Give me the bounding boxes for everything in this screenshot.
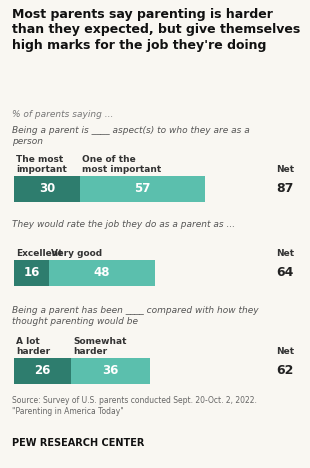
Text: Very good: Very good (51, 249, 102, 258)
Text: 64: 64 (276, 266, 294, 279)
Text: 36: 36 (103, 365, 119, 378)
Text: 57: 57 (135, 183, 151, 196)
Bar (71, 358, 150, 384)
Text: A lot
harder: A lot harder (16, 336, 50, 356)
Bar (14, 176, 80, 202)
Text: % of parents saying ...: % of parents saying ... (12, 110, 113, 119)
Text: 26: 26 (34, 365, 51, 378)
Text: Most parents say parenting is harder
than they expected, but give themselves
hig: Most parents say parenting is harder tha… (12, 8, 300, 52)
Text: 30: 30 (39, 183, 55, 196)
Text: One of the
most important: One of the most important (82, 154, 161, 174)
Text: The most
important: The most important (16, 154, 67, 174)
Text: 16: 16 (24, 266, 40, 279)
Bar (14, 358, 71, 384)
Text: Being a parent is ____ aspect(s) to who they are as a
person: Being a parent is ____ aspect(s) to who … (12, 126, 250, 146)
Text: Somewhat
harder: Somewhat harder (73, 336, 127, 356)
Text: 62: 62 (276, 365, 294, 378)
Text: Net: Net (276, 347, 294, 356)
Bar (49, 260, 155, 286)
Text: 48: 48 (94, 266, 110, 279)
Text: Net: Net (276, 165, 294, 174)
Text: 87: 87 (276, 183, 294, 196)
Bar (14, 260, 49, 286)
Text: Excellent: Excellent (16, 249, 63, 258)
Text: Source: Survey of U.S. parents conducted Sept. 20-Oct. 2, 2022.
"Parenting in Am: Source: Survey of U.S. parents conducted… (12, 396, 257, 416)
Bar (80, 176, 206, 202)
Text: PEW RESEARCH CENTER: PEW RESEARCH CENTER (12, 438, 144, 448)
Text: They would rate the job they do as a parent as ...: They would rate the job they do as a par… (12, 220, 235, 229)
Text: Net: Net (276, 249, 294, 258)
Text: Being a parent has been ____ compared with how they
thought parenting would be: Being a parent has been ____ compared wi… (12, 306, 259, 326)
